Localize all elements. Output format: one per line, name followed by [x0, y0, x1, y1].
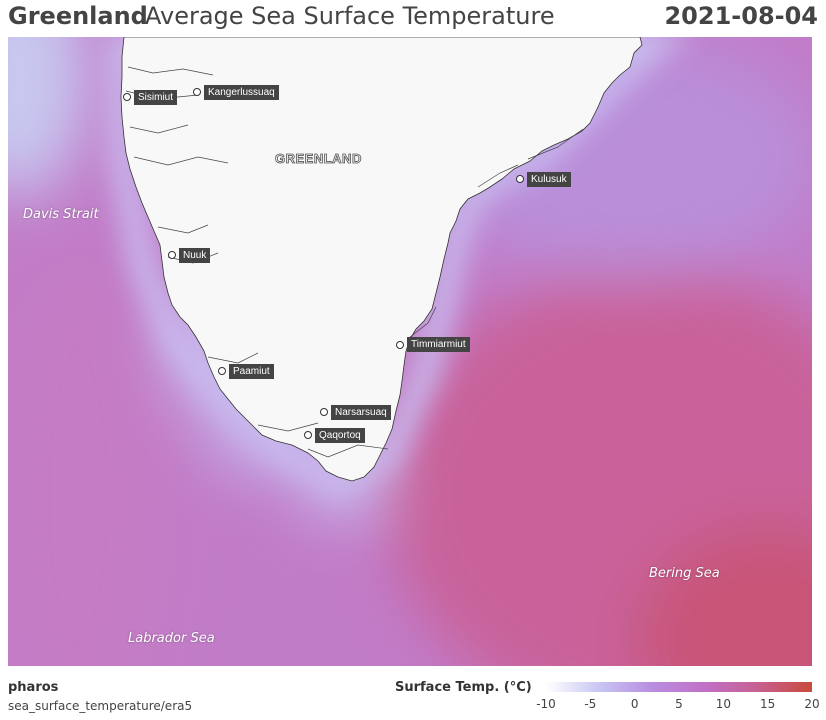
city-label-kangerlussuaq[interactable]: Kangerlussuaq — [204, 85, 279, 100]
sea-label-labrador-sea: Labrador Sea — [128, 631, 215, 646]
city-marker-kulusuk[interactable] — [516, 175, 524, 183]
title-date: 2021-08-04 — [664, 2, 818, 30]
coastline — [120, 37, 643, 482]
city-label-qaqortoq[interactable]: Qaqortoq — [315, 428, 365, 443]
city-label-paamiut[interactable]: Paamiut — [229, 364, 274, 379]
city-marker-sisimiut[interactable] — [123, 93, 131, 101]
sea-label-davis-strait: Davis Strait — [23, 207, 99, 222]
data-source: sea_surface_temperature/era5 — [8, 699, 193, 713]
city-marker-paamiut[interactable] — [218, 367, 226, 375]
land-label-greenland: GREENLAND — [275, 151, 362, 167]
legend-tick-label: -5 — [584, 697, 597, 711]
legend-tick-label: 5 — [675, 697, 683, 711]
fjords — [125, 66, 584, 458]
legend-tick-label: 15 — [760, 697, 776, 711]
city-label-kulusuk[interactable]: Kulusuk — [527, 172, 571, 187]
brand-name: pharos — [8, 680, 59, 695]
city-marker-timmiarmiut[interactable] — [396, 341, 404, 349]
title-bar: Greenland Average Sea Surface Temperatur… — [8, 2, 818, 34]
city-marker-narsarsuaq[interactable] — [320, 408, 328, 416]
city-label-nuuk[interactable]: Nuuk — [179, 248, 211, 263]
map-area[interactable]: GREENLAND Davis Strait Bering Sea Labrad… — [8, 37, 812, 666]
legend-tick-label: 20 — [804, 697, 820, 711]
legend-tick-label: 0 — [630, 697, 639, 711]
title-region: Greenland — [8, 2, 148, 30]
city-marker-qaqortoq[interactable] — [304, 431, 312, 439]
legend-title: Surface Temp. (°C) — [395, 680, 532, 695]
sea-label-bering-sea: Bering Sea — [649, 566, 720, 581]
legend-color-bar — [546, 682, 812, 692]
city-label-narsarsuaq[interactable]: Narsarsuaq — [331, 405, 391, 420]
city-marker-kangerlussuaq[interactable] — [193, 88, 201, 96]
sea-temperature-map[interactable] — [8, 37, 812, 666]
city-label-sisimiut[interactable]: Sisimiut — [134, 90, 178, 105]
legend-tick-label: -10 — [536, 697, 556, 711]
city-marker-nuuk[interactable] — [168, 251, 176, 259]
title-variable: Average Sea Surface Temperature — [145, 2, 555, 30]
legend-tick-label: 10 — [715, 697, 731, 711]
city-label-timmiarmiut[interactable]: Timmiarmiut — [407, 337, 470, 352]
